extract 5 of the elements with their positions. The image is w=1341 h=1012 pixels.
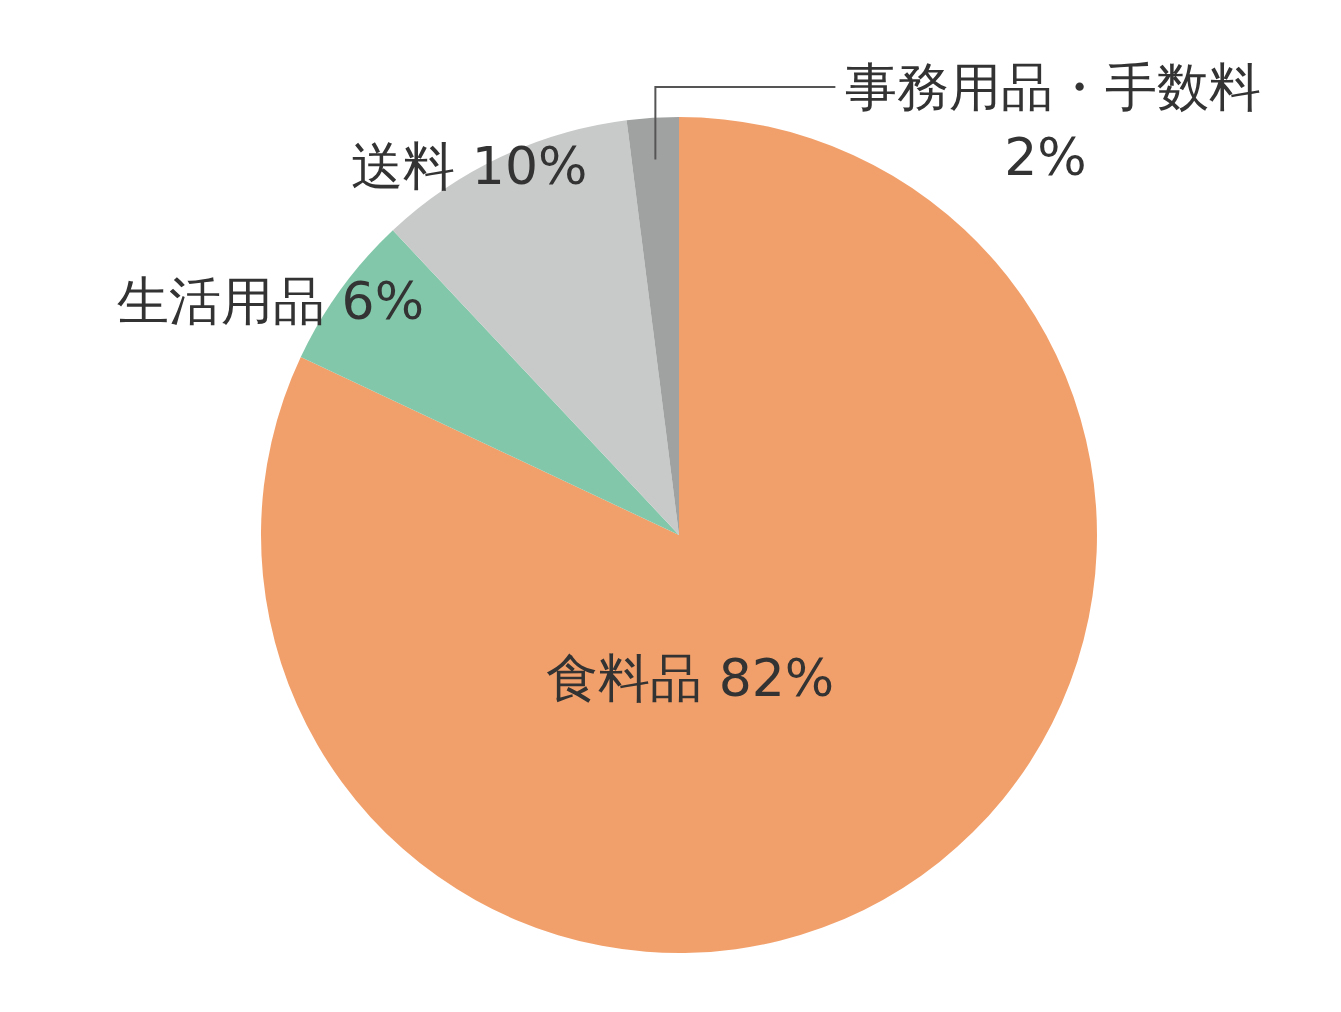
slice-label: 事務用品・手数料 [845,57,1262,117]
slice-label: 生活用品 6% [117,271,425,332]
slice-label: 食料品 82% [546,648,835,709]
slice-label: 送料 10% [351,136,588,197]
data-label: 2% [1004,127,1087,187]
